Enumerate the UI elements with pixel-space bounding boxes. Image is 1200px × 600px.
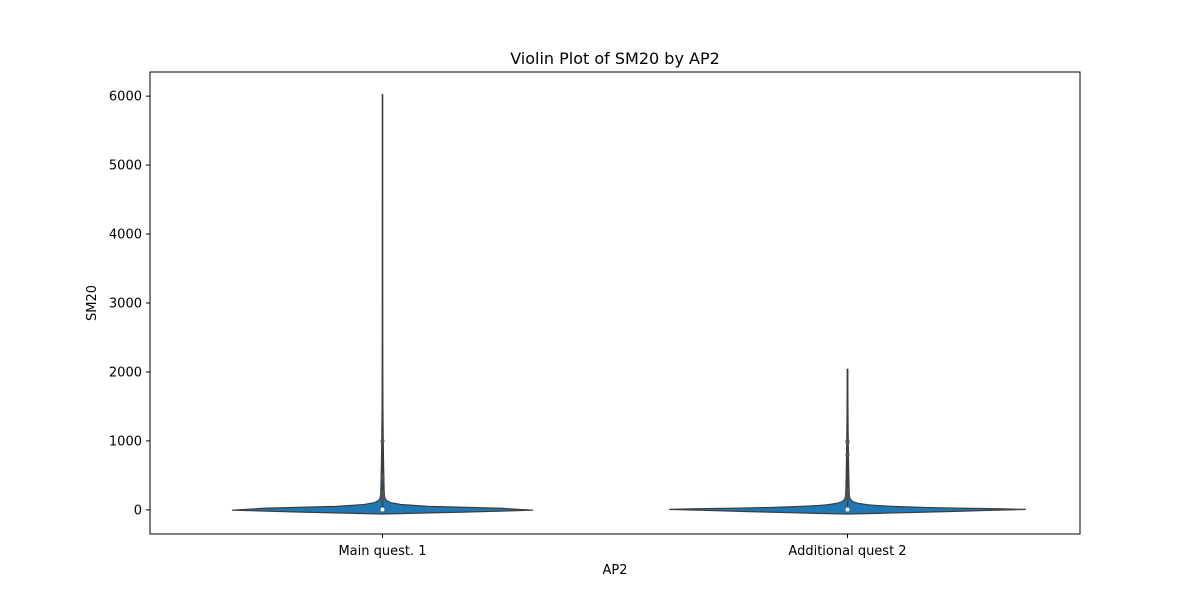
violin-median	[380, 507, 385, 512]
violin-outlier-point	[845, 497, 850, 502]
violin-outlier-point	[380, 438, 385, 444]
violin-median	[845, 507, 850, 512]
violin-outlier-point	[845, 452, 850, 457]
axis-layer: 0 1000 2000 3000 4000 5000 6000 Main quest. 1 Ad…	[109, 90, 907, 559]
y-tick-label: 5000	[109, 159, 142, 174]
y-tick-label: 1000	[109, 434, 142, 449]
violin-outlier-point	[845, 438, 850, 444]
violin-outlier-point	[380, 476, 385, 482]
y-tick-label: 2000	[109, 365, 142, 380]
violin-outlier-point	[845, 493, 850, 499]
violin-1	[231, 94, 534, 515]
chart-title: Violin Plot of SM20 by AP2	[510, 49, 720, 68]
x-axis-label: AP2	[602, 563, 627, 578]
violin-outlier-point	[380, 497, 385, 502]
violin-outlier-point	[380, 493, 385, 499]
y-tick-label: 6000	[109, 90, 142, 105]
violin-2	[669, 368, 1026, 515]
y-tick-label: 3000	[109, 297, 142, 312]
violin-outlier-point	[380, 489, 385, 495]
violin-outlier-point	[845, 486, 850, 492]
x-tick-label: Additional quest 2	[788, 544, 906, 559]
x-tick-label: Main quest. 1	[338, 544, 426, 559]
y-tick-label: 0	[134, 503, 142, 518]
plot-layer	[231, 94, 1026, 515]
y-tick-label: 4000	[109, 228, 142, 243]
violin-outlier-point	[380, 473, 385, 478]
y-axis-label: SM20	[85, 285, 100, 321]
